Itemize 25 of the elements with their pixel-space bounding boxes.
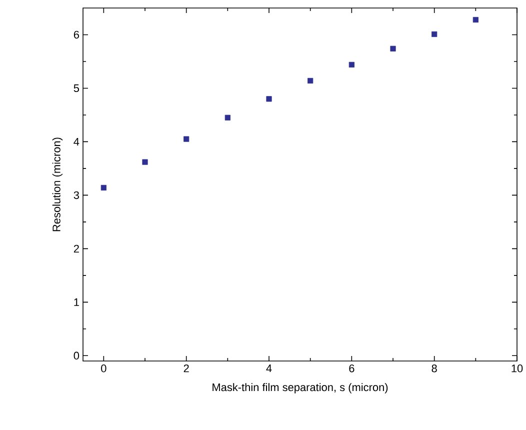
point: [184, 136, 190, 142]
x-tick-label: 4: [266, 364, 272, 372]
y-tick-label: 3: [74, 191, 79, 200]
point: [348, 62, 354, 68]
y-tick-label: 2: [74, 244, 79, 253]
x-tick-label: 6: [349, 364, 354, 372]
y-tick-label: 0: [74, 352, 80, 360]
y-tick-label: 5: [74, 84, 80, 92]
point: [224, 114, 230, 120]
point: [472, 16, 478, 23]
point: [266, 96, 272, 102]
x-tick-label: 10: [512, 364, 523, 372]
y-tick-label: 1: [74, 298, 79, 306]
y-tick-label: 6: [74, 30, 79, 39]
point: [100, 184, 106, 190]
point: [142, 159, 148, 165]
x-tick-label: 8: [432, 364, 437, 372]
x-axis-title: Mask-thin film separation, s (micron): [212, 383, 388, 394]
x-tick-label: 0: [101, 364, 106, 372]
point: [432, 31, 438, 37]
x-tick-label: 2: [184, 364, 189, 372]
point: [390, 46, 396, 52]
point: [308, 78, 314, 84]
y-axis-title: Resolution (micron): [52, 138, 63, 232]
y-tick-label: 4: [74, 138, 80, 146]
